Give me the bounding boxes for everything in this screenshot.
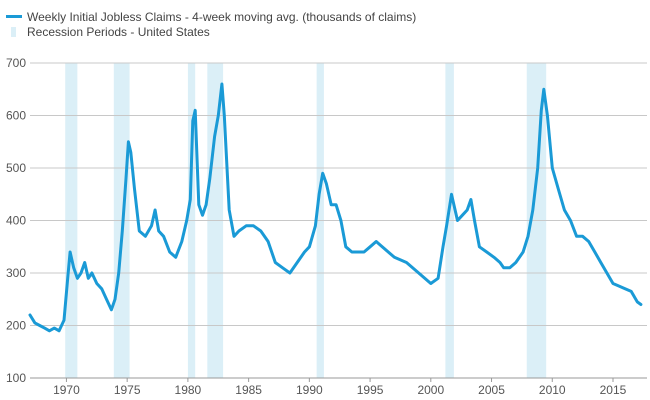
y-tick-label-600: 600: [6, 109, 26, 123]
series-layer: [28, 82, 643, 333]
x-tick-label-1975: 1975: [114, 383, 141, 397]
y-tick-label-400: 400: [6, 214, 26, 228]
x-tick-label-2010: 2010: [539, 383, 566, 397]
x-tick-label-1970: 1970: [53, 383, 80, 397]
y-axis: 100 200 300 400 500 600 700: [6, 56, 26, 385]
x-tick-label-1995: 1995: [357, 383, 384, 397]
y-tick-label-500: 500: [6, 161, 26, 175]
gridlines: [30, 62, 647, 379]
legend-label-claims: Weekly Initial Jobless Claims - 4-week m…: [27, 10, 416, 24]
x-tick-label-2005: 2005: [478, 383, 505, 397]
x-tick-label-2015: 2015: [600, 383, 627, 397]
y-tick-label-200: 200: [6, 319, 26, 333]
x-tick-label-1985: 1985: [235, 383, 262, 397]
x-tick-label-1980: 1980: [175, 383, 202, 397]
x-axis: 1970 1975 1980 1985 1990 1995 2000 2005 2010 2015: [53, 378, 627, 397]
legend: Weekly Initial Jobless Claims - 4-week m…: [6, 10, 416, 39]
y-tick-label-100: 100: [6, 371, 26, 385]
legend-label-recession: Recession Periods - United States: [27, 25, 210, 39]
y-tick-label-300: 300: [6, 266, 26, 280]
x-tick-label-1990: 1990: [296, 383, 323, 397]
series-line-0: [28, 82, 643, 333]
legend-line-swatch: [6, 15, 22, 18]
legend-recession-swatch: [11, 27, 16, 37]
x-tick-label-2000: 2000: [417, 383, 444, 397]
y-tick-label-700: 700: [6, 56, 26, 70]
